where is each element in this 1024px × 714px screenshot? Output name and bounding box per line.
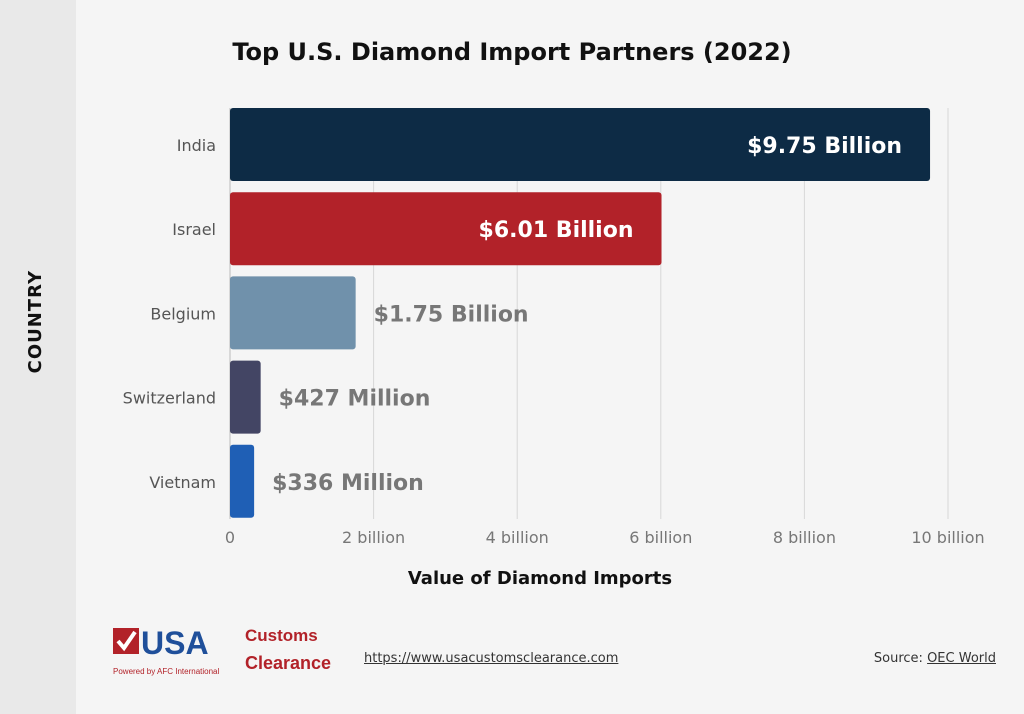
y-tick-label: Israel xyxy=(172,220,216,239)
logo-graphic: USA Customs Clearance Powered by AFC Int… xyxy=(113,625,331,676)
svg-text:Clearance: Clearance xyxy=(245,653,331,673)
data-label: $336 Million xyxy=(272,471,424,496)
bar xyxy=(230,108,931,181)
data-label: $9.75 Billion xyxy=(747,134,902,159)
bar xyxy=(230,444,255,518)
source: Source: OEC World xyxy=(874,651,996,666)
data-label: $427 Million xyxy=(279,387,431,412)
logo: USA Customs Clearance Powered by AFC Int… xyxy=(113,624,353,680)
x-axis-label: Value of Diamond Imports xyxy=(407,568,673,589)
y-tick-label: Vietnam xyxy=(149,473,216,492)
side-strip xyxy=(0,0,76,714)
x-tick-label: 8 billion xyxy=(773,528,836,547)
data-label: $1.75 Billion xyxy=(374,302,529,327)
x-tick-label: 10 billion xyxy=(911,528,984,547)
x-tick-label: 2 billion xyxy=(342,528,405,547)
bar xyxy=(230,360,261,434)
bar xyxy=(230,276,356,350)
y-tick-label: Switzerland xyxy=(123,389,216,408)
bar xyxy=(230,192,662,266)
y-tick-label: Belgium xyxy=(150,304,216,323)
data-label: $6.01 Billion xyxy=(479,218,634,243)
svg-text:Customs: Customs xyxy=(245,626,318,645)
website-link[interactable]: https://www.usacustomsclearance.com xyxy=(364,651,619,666)
svg-text:Powered by AFC International: Powered by AFC International xyxy=(113,667,220,676)
x-tick-label: 4 billion xyxy=(486,528,549,547)
svg-text:USA: USA xyxy=(141,625,209,661)
chart-title: Top U.S. Diamond Import Partners (2022) xyxy=(232,38,792,66)
source-label: Source: xyxy=(873,651,923,666)
x-tick-label: 0 xyxy=(225,528,235,547)
x-tick-label: 6 billion xyxy=(629,528,692,547)
y-tick-label: India xyxy=(177,136,216,155)
source-link[interactable]: OEC World xyxy=(927,651,996,666)
